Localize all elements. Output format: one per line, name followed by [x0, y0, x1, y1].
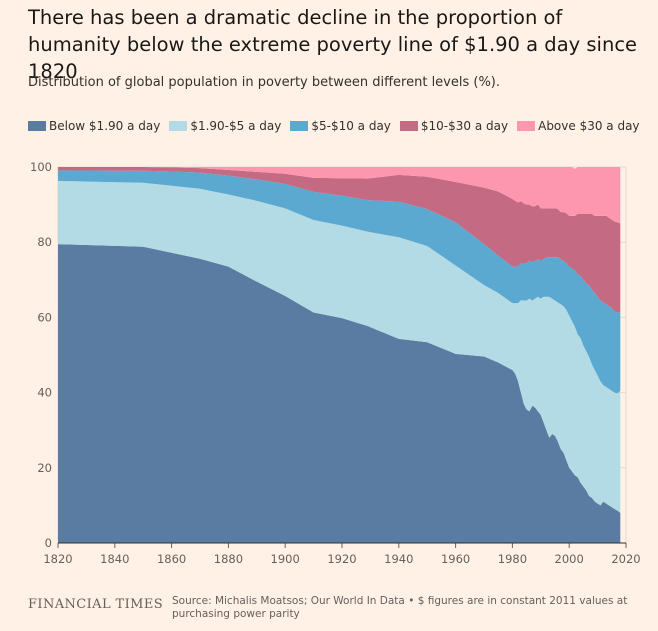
chart-legend: Below $1.90 a day $1.90-$5 a day $5-$10 …	[28, 119, 649, 133]
legend-label: $10-$30 a day	[420, 119, 509, 133]
legend-swatch	[28, 121, 46, 131]
x-tick-label: 1940	[384, 552, 413, 566]
y-tick-label: 40	[37, 386, 52, 400]
area-series-4	[58, 167, 621, 224]
y-tick-label: 100	[30, 160, 52, 174]
x-tick-label: 1880	[214, 552, 243, 566]
y-tick-label: 80	[37, 235, 52, 249]
y-tick-label: 0	[45, 536, 52, 550]
x-tick-label: 1920	[327, 552, 356, 566]
area-series-1	[58, 180, 621, 513]
area-series-2	[58, 170, 621, 394]
legend-item-below-1-90: Below $1.90 a day	[28, 119, 160, 133]
legend-swatch	[399, 121, 418, 131]
legend-label: Above $30 a day	[538, 119, 640, 133]
legend-swatch	[517, 121, 536, 131]
x-tick-label: 1960	[441, 552, 470, 566]
legend-item-1-90-to-5: $1.90-$5 a day	[169, 119, 281, 133]
x-tick-label: 2020	[611, 552, 640, 566]
x-tick-label: 1860	[157, 552, 186, 566]
stacked-area-chart: 0 20 40 60 80 100 1820 1840 1860 1880 1900 1920 1940…	[30, 160, 641, 566]
x-tick-label: 1900	[271, 552, 300, 566]
y-tick-label: 60	[37, 310, 52, 324]
legend-item-10-to-30: $10-$30 a day	[399, 119, 509, 133]
legend-swatch	[169, 121, 188, 131]
legend-item-5-to-10: $5-$10 a day	[290, 119, 391, 133]
y-tick-label: 20	[37, 461, 52, 475]
chart-subtitle: Distribution of global population in pov…	[28, 75, 501, 90]
legend-label: $1.90-$5 a day	[190, 119, 282, 133]
legend-label: Below $1.90 a day	[49, 119, 161, 133]
x-tick-label: 1820	[43, 552, 72, 566]
legend-swatch	[290, 121, 309, 131]
ft-logo: FINANCIAL TIMES	[28, 597, 164, 612]
chart-title: There has been a dramatic decline in the…	[28, 6, 638, 83]
legend-label: $5-$10 a day	[311, 119, 391, 133]
x-tick-label: 1980	[498, 552, 527, 566]
legend-item-above-30: Above $30 a day	[517, 119, 640, 133]
area-series-0	[58, 244, 621, 543]
x-tick-label: 1840	[100, 552, 129, 566]
area-series-3	[58, 167, 621, 313]
x-tick-label: 2000	[555, 552, 584, 566]
source-note: Source: Michalis Moatsos; Our World In D…	[172, 595, 628, 620]
